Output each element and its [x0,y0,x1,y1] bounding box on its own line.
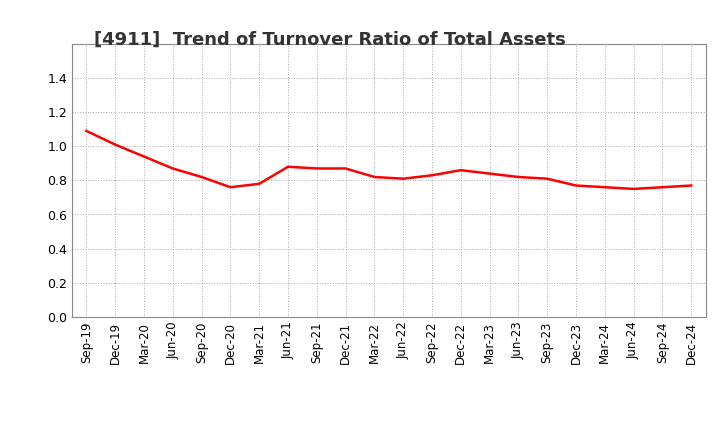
Text: [4911]  Trend of Turnover Ratio of Total Assets: [4911] Trend of Turnover Ratio of Total … [94,31,565,49]
